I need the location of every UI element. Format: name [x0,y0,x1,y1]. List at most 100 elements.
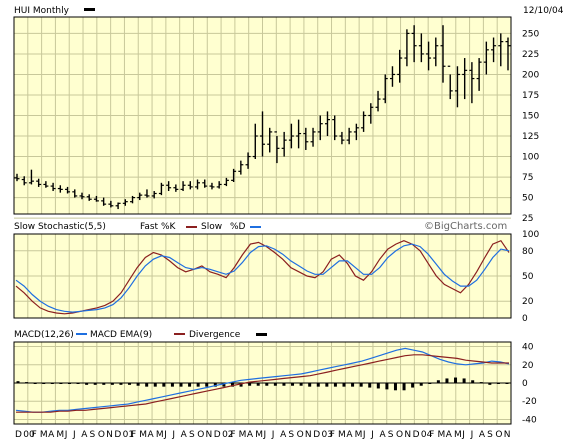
divergence-bar [136,383,140,386]
divergence-bar [222,383,226,387]
k-legend-swatch [186,226,197,228]
x-tick-label: J [72,430,76,440]
divergence-bar [402,383,406,391]
macd-ytick-label: 40 [522,343,534,353]
price-ytick-label: 175 [522,91,539,101]
price-ytick-label: 75 [522,173,533,183]
price-ytick-label: 200 [522,70,539,80]
price-ytick-label: 150 [522,112,539,122]
x-tick-label: J [64,430,68,440]
divergence-bar [393,383,397,391]
divergence-bar [248,383,252,386]
divergence-bar [333,383,337,387]
x-tick-label: O [98,430,105,440]
x-tick-label: 02 [222,430,233,440]
divergence-legend-swatch [256,333,267,336]
divergence-bar [454,377,458,383]
x-tick-label: M [156,430,164,440]
x-tick-label: J [362,430,366,440]
stochastic-frame [13,233,512,319]
price-ytick-label: 125 [522,132,539,142]
x-tick-label: J [263,430,267,440]
divergence-bar [496,383,500,384]
x-tick-label: A [479,430,486,440]
divergence-bar [273,383,277,386]
divergence-bar [85,383,89,385]
legend-bar-icon [84,8,95,11]
macd-legend-swatch [76,333,87,335]
x-tick-label: 04 [421,430,433,440]
price-ytick-label: 100 [522,153,539,163]
stochastic-panel: 0 20 50 80 100 [13,230,539,324]
x-tick-label: F [230,430,235,440]
price-panel: 25 50 75 100 125 150 175 200 225 250 [13,16,539,224]
stochastic-d-label: %D [230,222,246,232]
price-ytick-label: 50 [522,194,534,204]
x-tick-label: S [189,430,195,440]
x-tick-label: A [148,430,155,440]
d-legend-swatch [250,226,261,228]
divergence-bar [445,378,449,383]
divergence-bar [50,383,54,384]
stochastic-title: Slow Stochastic(5,5) [14,222,106,232]
x-tick-label: O [297,430,304,440]
x-tick-label: O [495,430,502,440]
x-tick-label: M [239,430,247,440]
macd-ema-line [16,354,509,413]
x-tick-label: M [56,430,64,440]
x-tick-label: S [90,430,96,440]
divergence-bar [25,382,29,384]
divergence-bar [170,383,174,387]
x-tick-label: A [48,430,55,440]
divergence-bar [291,383,295,386]
x-tick-label: M [454,430,462,440]
x-tick-label: J [271,430,275,440]
macd-line [15,347,510,413]
divergence-bar [428,383,432,384]
ema-legend-swatch [174,333,185,335]
stochastic-k-legend: Fast %K [140,222,176,232]
divergence-bar [213,383,217,387]
divergence-bar [385,383,389,390]
x-tick-label: 03 [321,430,332,440]
x-tick-label: 00 [23,430,35,440]
x-axis-labels: D 00F M A M J J A S O N D 01F M A M J J A S O N D 02F M A M J J A S O N D… [15,430,510,440]
x-tick-label: D [15,430,22,440]
divergence-bar [419,383,423,386]
stochastic-d-line [15,243,510,313]
divergence-bar [488,383,492,385]
divergence-bar [308,383,312,387]
x-tick-label: O [197,430,204,440]
divergence-bar [162,383,166,387]
x-tick-label: J [370,430,374,440]
macd-title: MACD(12,26) [14,330,74,340]
chart-date: 12/10/04 [523,6,564,16]
macd-ytick-label: 20 [522,361,534,371]
divergence-bar [16,381,20,383]
macd-panel: -40 -20 0 20 40 [13,341,537,425]
divergence-bar [342,383,346,387]
x-tick-label: O [396,430,403,440]
divergence-bar [205,383,209,387]
divergence-bar [282,383,286,386]
stochastic-ytick-label: 20 [522,297,534,307]
x-tick-label: N [206,430,213,440]
x-tick-label: D [413,430,420,440]
divergence-bar [411,383,415,388]
x-tick-label: S [288,430,294,440]
divergence-bar [359,383,363,387]
x-tick-label: M [40,430,48,440]
divergence-bar [325,383,329,387]
macd-ytick-label: -40 [522,415,537,425]
divergence-bar [368,383,372,388]
x-tick-label: F [330,430,335,440]
x-tick-label: A [181,430,188,440]
divergence-bar [505,383,509,384]
chart-title: HUI Monthly [14,6,70,16]
divergence-bar [93,383,97,385]
divergence-bar [128,383,132,385]
divergence-bar [471,380,475,383]
x-tick-label: F [131,430,136,440]
x-tick-label: A [81,430,88,440]
